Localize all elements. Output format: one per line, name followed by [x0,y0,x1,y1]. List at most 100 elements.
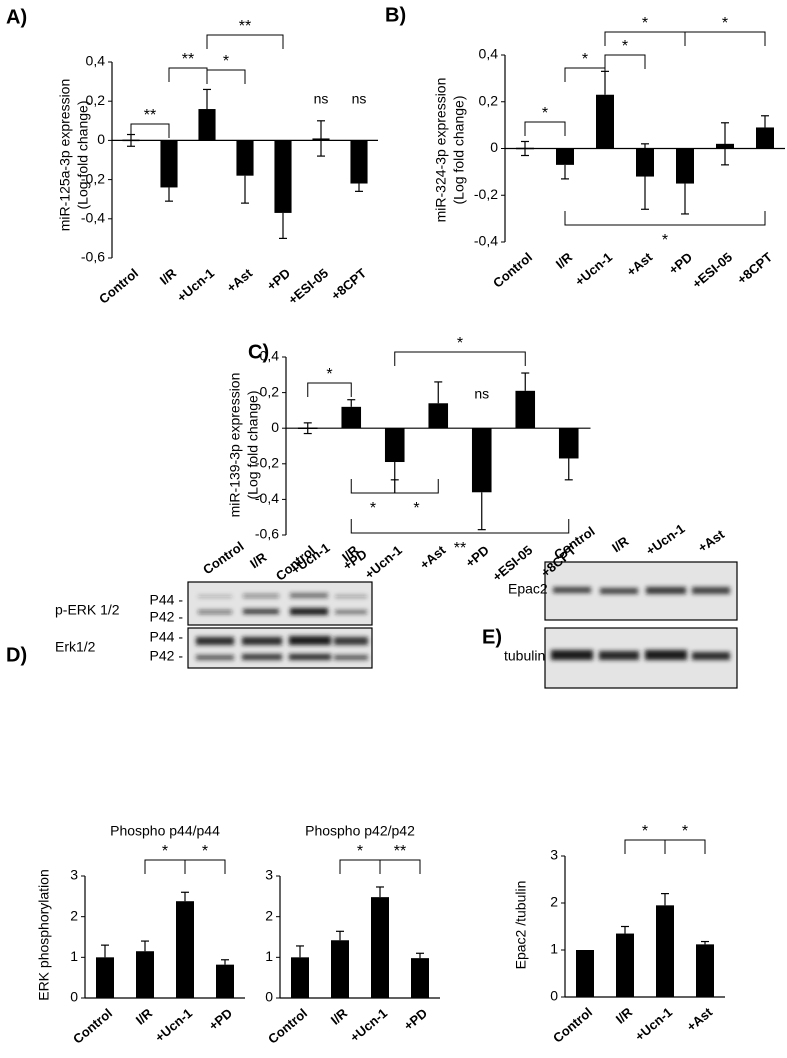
bands [196,593,368,660]
bar [350,140,368,184]
y-axis-label: (Log fold change) [245,391,261,500]
panel-label: E) [482,626,502,648]
bar [291,957,309,998]
x-tick-label: Control [70,1005,115,1046]
y-tick-label: -0,4 [255,490,279,506]
bar [236,140,254,176]
blot-box [187,627,373,669]
y-tick-label: 0 [490,139,498,155]
y-axis-label: miR-139-3p expression [227,373,243,518]
significance-bracket [564,67,606,82]
y-tick-label: 3 [70,867,78,883]
significance-label: ** [182,51,194,68]
bar [411,958,429,998]
lane-label: +Ucn-1 [643,521,687,558]
x-tick-label: Control [550,1004,595,1045]
bar [471,428,492,493]
y-tick-label: 1 [265,948,273,964]
bar [515,390,536,429]
significance-label: ns [314,91,329,107]
x-tick-label: I/R [328,1005,351,1028]
x-tick-label: +Ucn-1 [347,1005,390,1045]
bar [616,933,634,997]
significance-bracket [394,479,439,494]
bar [384,428,405,463]
bar [198,109,216,141]
x-tick-label: Control [490,249,535,290]
x-tick-label: +PD [463,542,492,570]
x-tick-label: +PD [401,1005,430,1033]
significance-bracket [624,839,666,854]
band-label: P44 - [150,629,184,645]
bar [558,428,579,459]
y-tick-label: -0,6 [81,249,105,265]
x-tick-label: I/R [133,1005,156,1028]
y-tick-label: 3 [265,867,273,883]
significance-label: * [682,823,688,840]
y-axis-label: ERK phosphorylation [36,869,52,1001]
bar [696,944,714,997]
bar [596,94,614,149]
x-tick-label: +Ucn-1 [174,265,217,305]
panel-label: D) [6,644,27,666]
x-tick-label: I/R [613,1004,636,1027]
y-tick-label: 1 [550,941,558,957]
band-label: P42 - [150,609,184,625]
y-axis-label: (Log fold change) [451,96,467,205]
significance-label: ** [239,18,251,35]
lane-label: I/R [247,549,270,571]
x-tick-label: +Ucn-1 [632,1004,675,1044]
significance-bracket [394,351,526,366]
bar [216,964,234,998]
y-tick-label: 0 [271,419,279,435]
row-label: p-ERK 1/2 [55,602,120,618]
significance-bracket [206,69,246,84]
significance-label: * [357,843,363,860]
bar [756,127,774,149]
y-tick-label: 0,2 [86,92,106,108]
y-tick-label: 2 [550,894,558,910]
significance-bracket [604,31,686,46]
y-tick-label: 0,4 [86,53,106,69]
x-tick-label: +Ucn-1 [572,249,615,289]
significance-label: * [457,335,463,352]
bar [556,148,574,165]
x-tick-label: +ESI-05 [489,542,535,584]
y-tick-label: 2 [70,907,78,923]
significance-label: ** [454,540,466,557]
bar [576,950,594,997]
significance-bracket [684,31,766,46]
significance-label: * [582,51,588,68]
panel-label: A) [6,6,27,28]
significance-label: * [642,15,648,32]
bar [96,957,114,998]
y-tick-label: 0 [550,988,558,1004]
blot-box [187,581,373,626]
significance-label: * [370,500,376,517]
significance-bracket [664,839,706,854]
y-tick-label: 0 [70,989,78,1005]
y-tick-label: -0,4 [474,233,498,249]
x-tick-label: I/R [553,249,576,272]
significance-label: * [662,232,668,249]
y-axis-label: Epac2 /tubulin [513,881,529,970]
significance-label: * [413,500,419,517]
significance-bracket [339,859,381,874]
panel-label: B) [385,4,406,26]
row-label: Epac2 [508,581,548,597]
y-tick-label: -0,6 [255,526,279,542]
chart-title: Phospho p44/p44 [110,823,220,839]
y-tick-label: -0,2 [474,186,498,202]
significance-bracket [604,54,646,69]
y-tick-label: 2 [265,907,273,923]
significance-bracket [184,859,226,874]
significance-label: ** [394,843,406,860]
bar [176,901,194,998]
y-tick-label: 0,2 [260,383,280,399]
lane-label: Control [200,538,246,577]
significance-bracket [564,211,766,226]
y-tick-label: 0 [265,989,273,1005]
y-tick-label: 0,2 [479,92,499,108]
significance-bracket [168,67,208,82]
